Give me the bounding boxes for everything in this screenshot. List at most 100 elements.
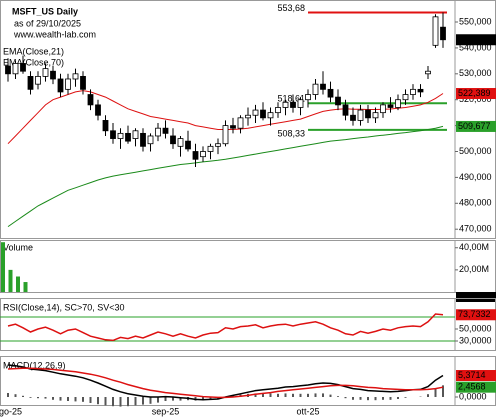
last-value-box — [456, 34, 496, 46]
histogram-bar — [404, 397, 407, 398]
histogram-bar — [254, 393, 257, 397]
last-value-label: 73,7332 — [458, 309, 491, 319]
candle-body — [267, 112, 274, 119]
histogram-bar — [74, 397, 77, 402]
last-value-box — [456, 120, 496, 132]
histogram-bar — [172, 397, 174, 401]
candle-body — [290, 101, 296, 108]
last-value-box — [456, 292, 496, 302]
candle-body — [380, 104, 386, 114]
histogram-bar — [22, 395, 24, 397]
histogram-bar — [209, 397, 212, 400]
candle-body — [350, 114, 356, 121]
histogram-bar — [44, 397, 47, 399]
candle-body — [395, 99, 401, 108]
indicator-line — [7, 367, 444, 399]
indicator-line — [7, 364, 444, 401]
histogram-bar — [367, 397, 369, 401]
candle-body — [207, 145, 214, 152]
histogram-bar — [127, 397, 129, 407]
candle-body — [372, 112, 379, 119]
last-value-box — [456, 370, 496, 382]
histogram-bar — [29, 397, 32, 398]
candle-body — [57, 78, 64, 93]
histogram-bar — [134, 397, 137, 406]
y-tick-label: 40,00M — [459, 242, 489, 252]
candle-body — [402, 94, 409, 101]
histogram-bar — [59, 397, 62, 401]
legend-entry: EMA(Close,70) — [3, 57, 64, 67]
last-value-label: 543,150 — [458, 34, 491, 44]
candle-body — [170, 135, 176, 145]
candle-body — [87, 94, 94, 106]
histogram-bar — [329, 394, 332, 397]
candle-body — [132, 130, 139, 139]
candle-body — [417, 88, 424, 93]
y-tick-label: 550,000 — [459, 16, 492, 26]
pane-title: RSI(Close,14), SC>70, SV<30 — [3, 302, 125, 312]
chart-subtitle: as of 29/10/2025 — [14, 18, 81, 28]
pane-border — [0, 240, 496, 293]
x-tick-label: sep-25 — [152, 406, 180, 416]
last-value-box — [456, 309, 496, 321]
indicator-line — [7, 313, 444, 342]
histogram-bar — [37, 397, 39, 399]
histogram-bar — [202, 397, 204, 401]
histogram-bar — [52, 397, 54, 400]
histogram-bar — [344, 397, 347, 399]
candle-body — [335, 96, 341, 106]
candle-body — [245, 114, 251, 119]
candle-body — [140, 132, 146, 147]
histogram-bar — [262, 393, 264, 397]
candle-body — [365, 109, 371, 119]
candle-body — [20, 63, 26, 72]
volume-bar — [8, 269, 13, 292]
y-tick-label: 480,000 — [459, 198, 492, 208]
histogram-bar — [427, 394, 429, 397]
candle-body — [282, 101, 289, 108]
candle-body — [215, 143, 221, 147]
candle-body — [27, 75, 34, 90]
histogram-bar — [67, 397, 69, 401]
candle-body — [222, 125, 229, 145]
histogram-bar — [89, 397, 92, 403]
candle-body — [65, 78, 71, 90]
last-value-box — [456, 88, 496, 100]
candle-body — [387, 104, 394, 108]
y-tick-label: 30,0000 — [459, 335, 492, 345]
histogram-bar — [397, 397, 399, 399]
histogram-bar — [314, 393, 317, 397]
legend-entry: EMA(Close,21) — [3, 46, 64, 56]
histogram-bar — [434, 388, 437, 397]
histogram-bar — [442, 385, 444, 397]
y-tick-label: 520,000 — [459, 94, 492, 104]
y-tick-label: 490,000 — [459, 172, 492, 182]
y-tick-label: 20,00M — [459, 264, 489, 274]
candle-body — [357, 109, 364, 121]
histogram-bar — [307, 393, 309, 397]
y-tick-label: 540,000 — [459, 42, 492, 52]
histogram-bar — [149, 397, 152, 404]
candle-body — [230, 125, 236, 129]
y-tick-label: 50,0000 — [459, 323, 492, 333]
last-value-label: 224,508 — [458, 291, 491, 301]
histogram-bar — [292, 393, 294, 397]
candle-body — [342, 104, 349, 116]
candle-body — [297, 99, 304, 108]
histogram-bar — [112, 397, 114, 407]
candle-body — [147, 135, 154, 145]
candle-body — [162, 127, 169, 134]
histogram-bar — [104, 397, 107, 406]
histogram-bar — [337, 396, 339, 397]
candle-body — [155, 127, 161, 137]
histogram-bar — [14, 394, 17, 397]
chart-title: MSFT_US Daily — [12, 6, 78, 16]
y-tick-label: 0,0000 — [459, 391, 487, 401]
candle-body — [185, 140, 191, 150]
candle-body — [35, 75, 41, 85]
x-tick-label: ago-25 — [0, 406, 22, 416]
candle-body — [80, 75, 86, 90]
y-tick-label: 530,000 — [459, 68, 492, 78]
histogram-bar — [389, 397, 392, 400]
